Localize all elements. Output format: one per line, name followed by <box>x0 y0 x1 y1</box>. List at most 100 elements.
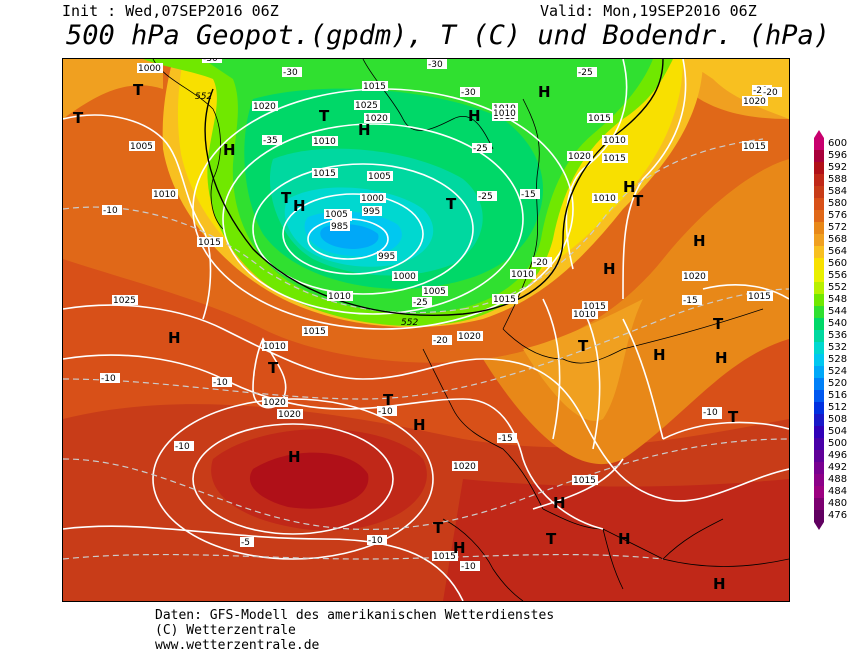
pressure-label: 1010 <box>492 108 518 119</box>
svg-text:-30: -30 <box>283 68 298 78</box>
pressure-label: 1020 <box>277 409 303 420</box>
svg-text:-20: -20 <box>533 258 548 268</box>
svg-text:1015: 1015 <box>433 552 456 562</box>
svg-text:-20: -20 <box>753 86 768 96</box>
pressure-label: 1010 <box>327 291 353 302</box>
pressure-label: 1000 <box>392 271 418 282</box>
low-pressure-marker: T <box>319 107 330 125</box>
svg-text:-35: -35 <box>263 136 278 146</box>
pressure-label: 1015 <box>587 113 613 124</box>
temperature-core-592 <box>249 452 369 509</box>
height-label-552: 552 <box>195 92 212 102</box>
svg-text:1010: 1010 <box>603 136 626 146</box>
pressure-label: 985 <box>330 221 350 232</box>
temperature-label: -15 <box>497 433 517 444</box>
legend-swatch <box>814 510 824 522</box>
temperature-label: -5 <box>240 537 254 548</box>
pressure-label: 1010 <box>572 309 598 320</box>
legend-swatch <box>814 342 824 354</box>
svg-text:-10: -10 <box>703 408 718 418</box>
website-link[interactable]: www.wetterzentrale.de <box>155 638 320 653</box>
temperature-label: -35 <box>262 135 282 146</box>
svg-text:-15: -15 <box>521 190 536 200</box>
pressure-label: 1010 <box>152 189 178 200</box>
legend-label: 520 <box>828 378 848 389</box>
legend-label: 496 <box>828 450 848 461</box>
pressure-label: 1000 <box>137 63 163 74</box>
pressure-label: 1010 <box>312 136 338 147</box>
map-title: 500 hPa Geopot.(gpdm), T (C) und Bodendr… <box>66 20 831 51</box>
temperature-label: -10 <box>212 377 232 388</box>
svg-text:-10: -10 <box>378 407 393 417</box>
legend-swatch <box>814 174 824 186</box>
legend-bar <box>814 130 824 530</box>
svg-text:1010: 1010 <box>511 270 534 280</box>
low-pressure-marker: T <box>383 391 394 409</box>
weather-map: 1000 1020 1005 1010 1015 1025 1020 1015 1010 1015… <box>62 58 790 602</box>
svg-text:-20: -20 <box>763 88 778 98</box>
low-pressure-marker: T <box>578 337 589 355</box>
svg-text:-25: -25 <box>578 68 593 78</box>
svg-text:-10: -10 <box>461 562 476 572</box>
svg-text:1015: 1015 <box>588 114 611 124</box>
legend-label: 600 <box>828 138 848 149</box>
high-pressure-marker: H <box>713 575 726 593</box>
pressure-label: 1020 <box>364 113 390 124</box>
high-pressure-marker: H <box>553 494 566 512</box>
high-pressure-marker: H <box>623 178 636 196</box>
pressure-label: 1010 <box>592 193 618 204</box>
footer: Daten: GFS-Modell des amerikanischen Wet… <box>155 608 554 653</box>
legend-label: 564 <box>828 246 848 257</box>
temperature-label: -25 <box>412 297 432 308</box>
svg-text:995: 995 <box>378 252 395 262</box>
legend-swatch <box>814 294 824 306</box>
legend-label: 544 <box>828 306 848 317</box>
legend-swatch <box>814 186 824 198</box>
temperature-label: -20 <box>762 87 782 98</box>
legend-label: 588 <box>828 174 848 185</box>
pressure-label: 1015 <box>312 168 338 179</box>
svg-text:1020: 1020 <box>743 97 766 107</box>
pressure-label: 1015 <box>572 475 598 486</box>
legend-swatch <box>814 354 824 366</box>
svg-text:-30: -30 <box>428 60 443 70</box>
high-pressure-marker: H <box>288 448 301 466</box>
legend-swatch <box>814 402 824 414</box>
pressure-label: 1020 <box>742 96 768 107</box>
legend-swatch <box>814 486 824 498</box>
svg-text:-10: -10 <box>175 442 190 452</box>
temperature-label: -30 <box>282 67 302 78</box>
legend-label: 492 <box>828 462 848 473</box>
legend-label: 560 <box>828 258 848 269</box>
svg-text:1005: 1005 <box>423 287 446 297</box>
copyright: (C) Wetterzentrale <box>155 623 296 638</box>
legend-swatch <box>814 438 824 450</box>
svg-text:-10: -10 <box>213 378 228 388</box>
high-pressure-marker: H <box>618 530 631 548</box>
low-pressure-marker: T <box>133 81 144 99</box>
legend-label: 576 <box>828 210 848 221</box>
svg-text:1020: 1020 <box>683 272 706 282</box>
low-pressure-marker: T <box>633 192 644 210</box>
legend-label: 548 <box>828 294 848 305</box>
legend-label: 484 <box>828 486 848 497</box>
svg-text:-30: -30 <box>461 88 476 98</box>
temperature-label-layer: -30-30-30-25-30-25-35-25 -15-20-20-10-10-… <box>100 59 782 572</box>
low-pressure-marker: T <box>446 195 457 213</box>
high-pressure-marker: H <box>413 416 426 434</box>
height-label-552: 552 <box>401 318 418 328</box>
temperature-isotherms <box>63 138 789 560</box>
svg-text:985: 985 <box>331 222 348 232</box>
legend-swatch <box>814 270 824 282</box>
legend-label: 584 <box>828 186 848 197</box>
svg-text:1010: 1010 <box>263 342 286 352</box>
svg-text:1005: 1005 <box>130 142 153 152</box>
svg-text:-25: -25 <box>478 192 493 202</box>
pressure-label: 1025 <box>354 100 380 111</box>
low-pressure-marker: T <box>713 315 724 333</box>
svg-text:1025: 1025 <box>113 296 136 306</box>
pressure-label: 1020 <box>567 151 593 162</box>
legend-label: 536 <box>828 330 848 341</box>
svg-text:1015: 1015 <box>573 476 596 486</box>
legend-label: 540 <box>828 318 848 329</box>
